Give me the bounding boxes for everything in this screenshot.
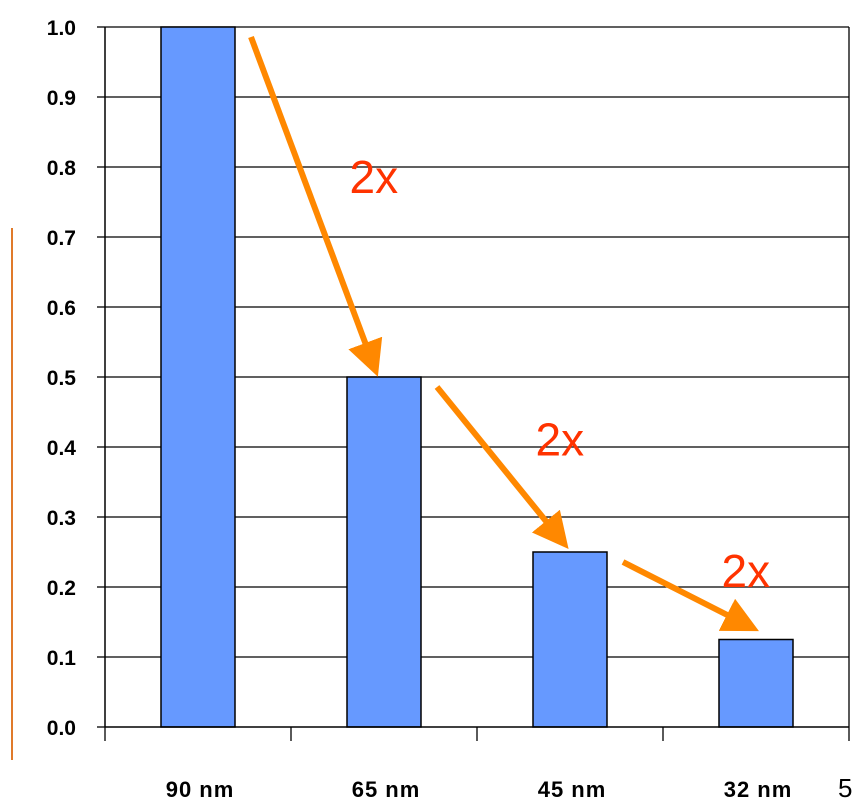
bar	[718, 638, 794, 728]
y-tick-label: 1.0	[47, 17, 76, 40]
x-category-label: 32 nm	[724, 777, 793, 802]
y-tick-label: 0.4	[47, 437, 77, 460]
y-tick-label: 0.0	[47, 717, 76, 740]
page-number: 5	[838, 773, 852, 803]
y-tick-label: 0.2	[47, 577, 76, 600]
x-category-label: 65 nm	[352, 777, 421, 802]
halving-label: 2x	[350, 151, 399, 203]
halving-label: 2x	[722, 545, 771, 597]
y-tick-label: 0.8	[47, 157, 77, 180]
y-tick-label: 0.7	[47, 227, 76, 250]
y-tick-label: 0.6	[47, 297, 76, 320]
x-category-label: 45 nm	[538, 777, 607, 802]
bar	[160, 26, 236, 728]
bar	[532, 551, 608, 728]
halving-label: 2x	[536, 414, 585, 466]
bar	[346, 376, 422, 728]
halving-arrow	[621, 559, 759, 632]
halving-arrow	[248, 35, 383, 377]
y-tick-label: 0.3	[47, 507, 76, 530]
halving-arrow	[434, 385, 569, 550]
x-category-label: 90 nm	[166, 777, 235, 802]
y-tick-label: 0.1	[47, 647, 77, 670]
y-tick-label: 0.5	[47, 367, 77, 390]
y-tick-label: 0.9	[47, 87, 76, 110]
